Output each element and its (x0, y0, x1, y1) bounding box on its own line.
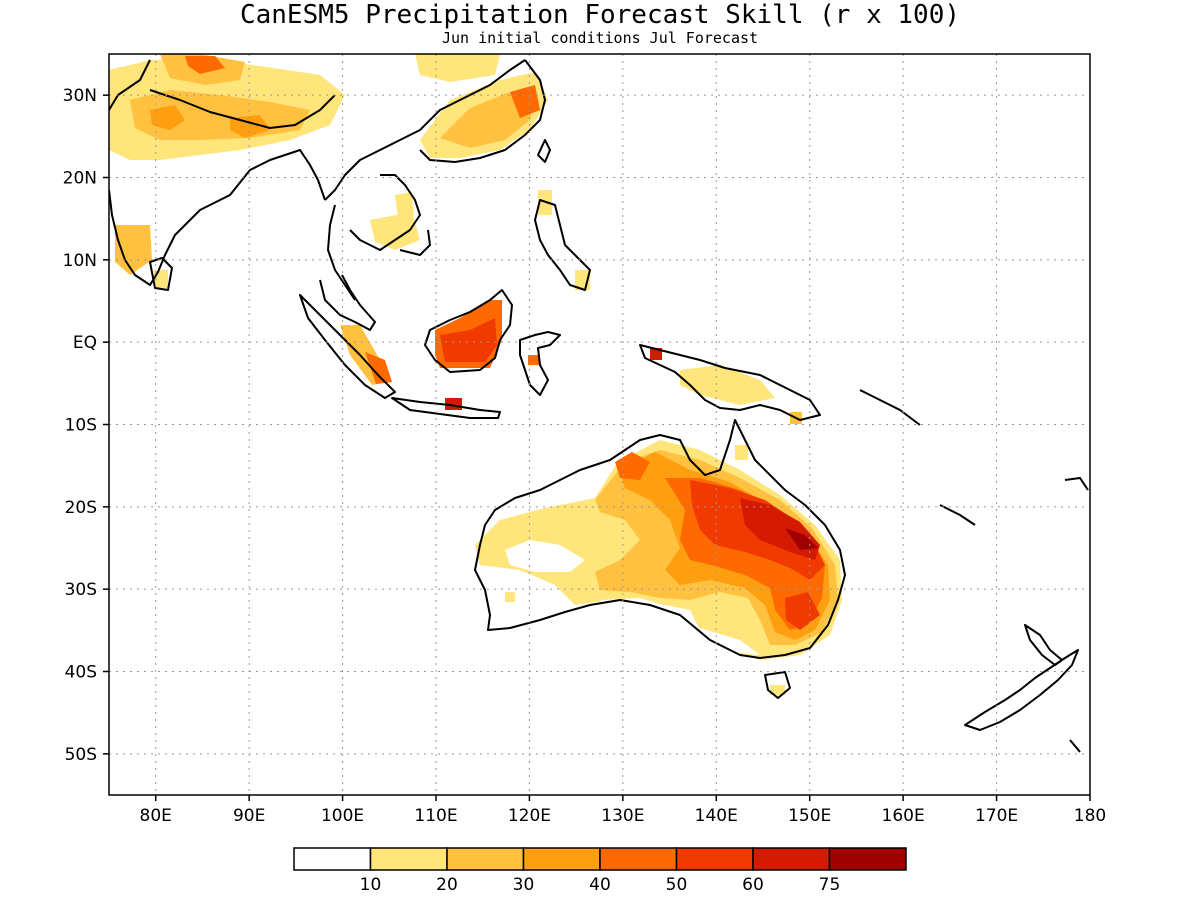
lat-tick-label: EQ (73, 333, 97, 353)
lon-tick-label: 120E (508, 806, 551, 826)
colorbar-label: 40 (589, 875, 611, 895)
lon-tick-label: 90E (233, 806, 265, 826)
skill-region-east-china-mid (440, 92, 535, 148)
skill-region-australia-se (785, 592, 820, 630)
axis-ticks: 30N 20N 10N EQ 10S 20S 30S 40S 50S 80E 90E 100E 110E… (63, 86, 1107, 826)
skill-region-australia-hole (505, 540, 760, 655)
coastlines (109, 59, 1089, 753)
coastline-philippines (534, 199, 591, 291)
skill-region-west-india (115, 225, 152, 275)
lon-tick-label: 180 (1074, 806, 1106, 826)
lon-tick-label: 170E (975, 806, 1018, 826)
coastline-srilanka (149, 257, 173, 291)
coastline-taiwan (537, 139, 551, 163)
colorbar-label: 10 (360, 875, 382, 895)
skill-region-east-china-core (510, 85, 540, 118)
lon-tick-label: 110E (414, 806, 457, 826)
skill-region-cape-york (735, 445, 748, 460)
skill-region-sw-australia (505, 592, 515, 602)
lat-tick-label: 10S (65, 416, 97, 436)
skill-region-north-china (415, 54, 500, 82)
skill-region-indochina (370, 192, 420, 250)
coastline-pacific-islands (859, 389, 1089, 753)
colorbar-swatch (369, 847, 448, 871)
skill-region-tasmania (770, 685, 785, 695)
colorbar-swatch (293, 847, 372, 871)
coastline-himalaya (149, 89, 336, 129)
colorbar-label: 20 (436, 875, 458, 895)
skill-region-sulawesi (528, 355, 540, 365)
skill-region-australia-north-tip (615, 452, 650, 480)
skill-region-sumatra-core (365, 352, 392, 384)
chart-title: CanESM5 Precipitation Forecast Skill (r … (239, 0, 961, 30)
lat-tick-label: 20S (65, 498, 97, 518)
skill-region-himalaya-core (150, 105, 270, 138)
coastline-china-east (419, 59, 546, 163)
coastline-new-zealand (964, 624, 1079, 731)
grid-lines (109, 54, 1091, 795)
lon-tick-label: 130E (601, 806, 644, 826)
skill-region-new-guinea (680, 365, 775, 405)
coastline-malay-peninsula (319, 274, 376, 331)
lon-tick-label: 160E (882, 806, 925, 826)
lon-tick-label: 80E (140, 806, 172, 826)
coastline-indochina (324, 59, 526, 301)
lat-tick-label: 50S (65, 745, 97, 765)
coastline-india (109, 59, 326, 286)
lat-tick-label: 20N (63, 169, 97, 189)
colorbar-label: 75 (819, 875, 841, 895)
colorbar-swatch (828, 847, 907, 871)
skill-region-new-guinea-west (650, 348, 662, 360)
colorbar-label: 60 (742, 875, 764, 895)
colorbar-swatch (675, 847, 754, 871)
colorbar-swatch (446, 847, 525, 871)
coastline-sumatra (299, 294, 396, 399)
lon-tick-label: 150E (788, 806, 831, 826)
coastline-new-guinea (639, 344, 821, 421)
lon-tick-label: 140E (695, 806, 738, 826)
lon-tick-label: 100E (321, 806, 364, 826)
skill-region-philippines (538, 190, 590, 290)
skill-shading (109, 54, 842, 695)
lat-tick-label: 10N (63, 251, 97, 271)
skill-region-tibet-core (185, 56, 225, 74)
lat-tick-label: 30N (63, 86, 97, 106)
skill-region-borneo-core (440, 318, 497, 362)
lat-tick-label: 40S (65, 663, 97, 683)
coastline-tasmania (764, 671, 791, 699)
colorbar: 10 20 30 40 50 60 75 (293, 847, 907, 895)
coastline-sulawesi (519, 331, 561, 396)
lat-tick-label: 30S (65, 580, 97, 600)
colorbar-swatch (599, 847, 678, 871)
chart-subtitle: Jun initial conditions Jul Forecast (441, 29, 759, 47)
colorbar-label: 50 (666, 875, 688, 895)
coastline-java (391, 397, 501, 419)
colorbar-swatch (522, 847, 601, 871)
coastline-australia (474, 419, 846, 659)
coastline-borneo (424, 289, 513, 373)
colorbar-swatch (752, 847, 831, 871)
colorbar-label: 30 (513, 875, 535, 895)
